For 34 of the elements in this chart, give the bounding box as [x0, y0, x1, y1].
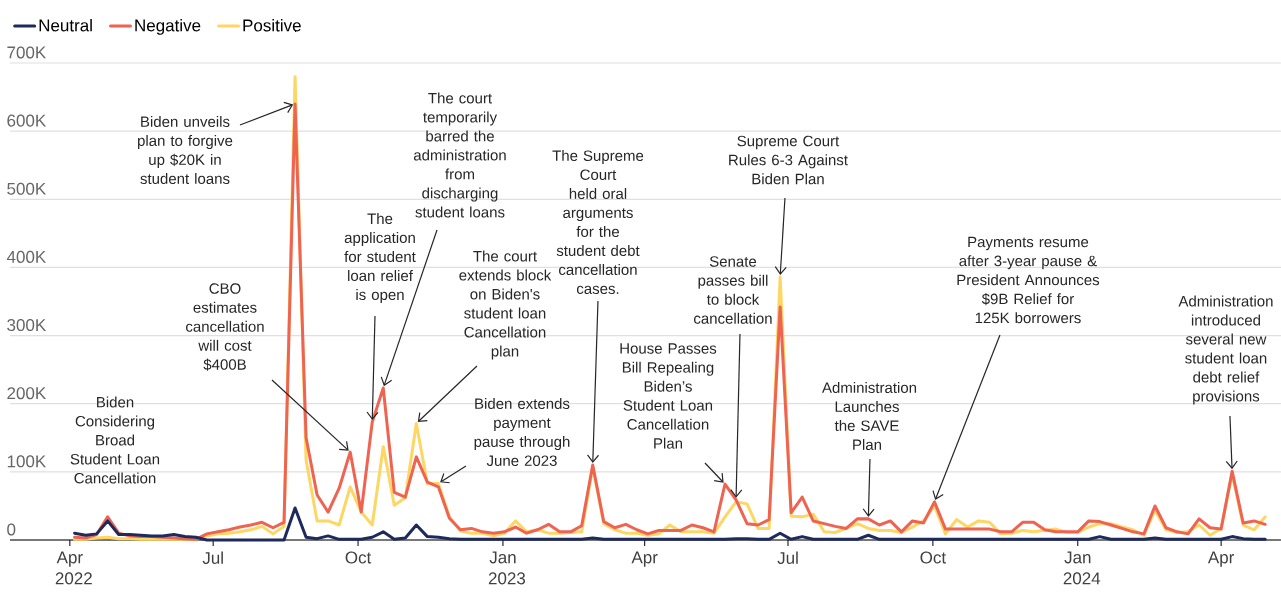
annotation: CBO estimates cancellation will cost $400B [186, 283, 264, 371]
legend-label: Neutral [39, 19, 92, 32]
annotation: House Passes Bill Repealing Biden’s Student Loan Cancellation Plan [620, 343, 717, 449]
annotation: Biden Considering Broad Student Loan Cancellation [70, 396, 160, 484]
x-tick-label: Oct [345, 551, 372, 564]
x-tick-label: Jul [777, 551, 798, 565]
annotation: Biden unveils plan to forgive up $20K in student loans [138, 115, 233, 184]
annotation: Payments resume after 3-year pause & President Announces $9B Relief for 125K borrowers [957, 236, 1100, 324]
x-tick-label: Apr [631, 551, 658, 567]
annotation: Biden extends payment pause through June 2023 [474, 397, 570, 466]
annotation: Administration Launches the SAVE Plan [822, 381, 917, 450]
annotation: Supreme Court Rules 6-3 Against Biden Plan [729, 135, 848, 185]
annotation: The court temporarily barred the administration from discharging student loans [413, 92, 506, 218]
annotation: The application for student loan relief is open [344, 213, 416, 303]
x-tick-label: Jan 2024 [1063, 551, 1101, 585]
annotation: Senate passes bill to block cancellation [694, 256, 772, 324]
legend-label: Positive [243, 19, 301, 32]
y-tick-label: 200K [7, 387, 47, 400]
annotation: The court extends block on Biden's student loan Cancellation plan [459, 250, 552, 360]
y-tick-label: 700K [7, 46, 47, 59]
x-tick-label: Oct [920, 551, 946, 564]
y-tick-label: 0 [7, 523, 16, 536]
y-tick-label: 500K [7, 182, 47, 195]
x-tick-label: Apr 2022 [55, 551, 92, 585]
y-tick-label: 300K [7, 319, 47, 332]
x-tick-label: Jan 2023 [488, 551, 526, 585]
y-tick-label: 600K [7, 114, 47, 127]
legend-label: Negative [135, 19, 201, 35]
x-tick-label: Apr [1207, 551, 1235, 567]
annotation: The Supreme Court held oral arguments for the student debt cancellation cases. [552, 149, 644, 294]
annotation: Administration introduced several new student loan debt relief provisions [1178, 295, 1273, 405]
x-tick-label: Jul [202, 551, 223, 565]
y-tick-label: 400K [6, 250, 47, 263]
y-tick-label: 100K [7, 455, 47, 468]
